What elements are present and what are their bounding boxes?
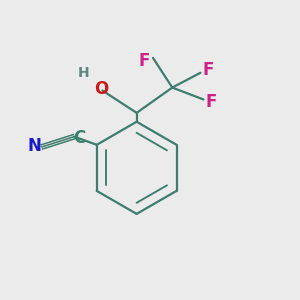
Text: F: F: [202, 61, 214, 79]
Text: H: H: [77, 66, 89, 80]
Text: F: F: [138, 52, 150, 70]
Text: N: N: [27, 137, 41, 155]
Text: O: O: [94, 80, 108, 98]
Text: C: C: [74, 129, 86, 147]
Text: F: F: [206, 93, 217, 111]
